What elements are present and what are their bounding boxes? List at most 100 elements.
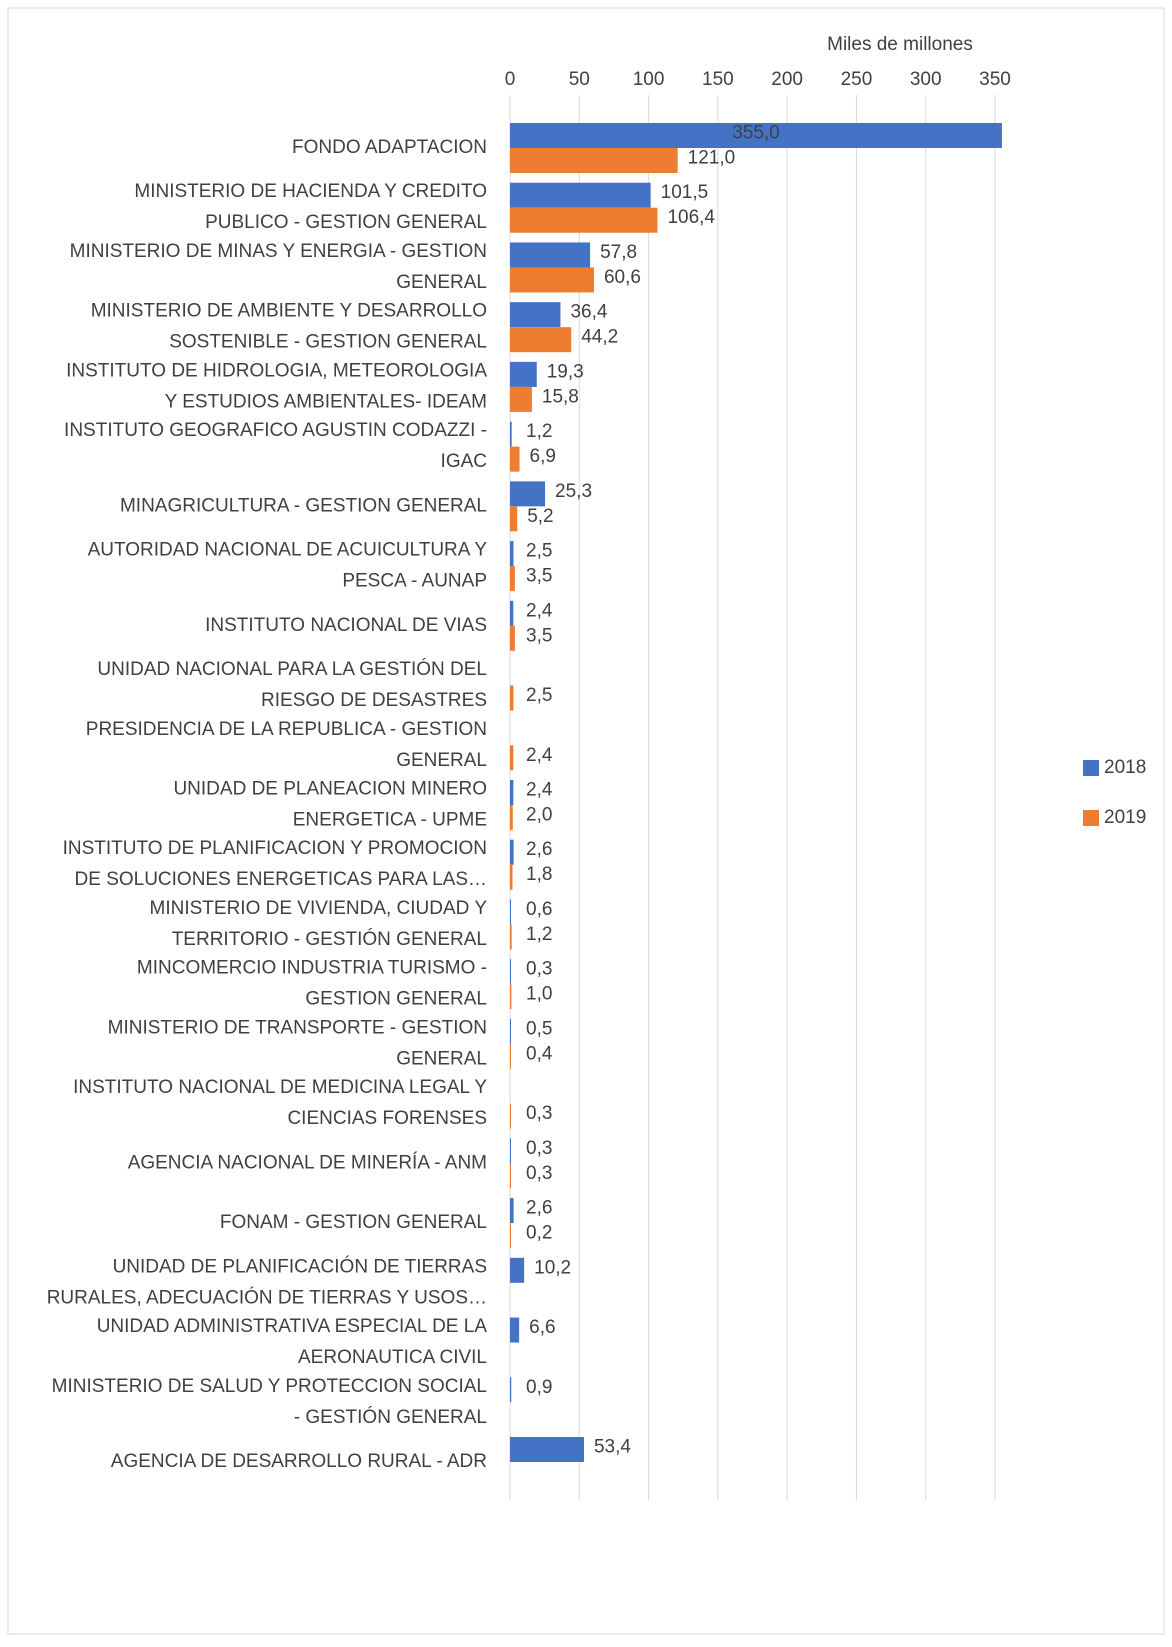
bar: [510, 182, 651, 208]
category-label: MINISTERIO DE MINAS Y ENERGIA - GESTION G…: [70, 241, 487, 293]
category-label: MINAGRICULTURA - GESTION GENERAL: [120, 495, 487, 516]
bar: [510, 839, 514, 865]
x-tick-label: 300: [910, 69, 942, 90]
category-label-line: INSTITUTO NACIONAL DE VIAS: [205, 615, 487, 636]
category-label-line: GENERAL: [396, 1048, 487, 1069]
bar: [510, 481, 546, 507]
legend-label: 2018: [1104, 757, 1146, 778]
category-label-line: UNIDAD ADMINISTRATIVA ESPECIAL DE LA: [97, 1316, 488, 1337]
category-label-line: UNIDAD DE PLANEACION MINERO: [173, 779, 487, 800]
category-label-line: PUBLICO - GESTION GENERAL: [205, 212, 487, 233]
bar: [510, 386, 532, 412]
value-label: 2,0: [526, 805, 552, 826]
category-label-line: PESCA - AUNAP: [342, 571, 487, 592]
category-label: UNIDAD DE PLANEACION MINERO ENERGETICA - …: [173, 779, 487, 831]
bar: [510, 899, 511, 925]
bar: [510, 1257, 525, 1283]
bar: [510, 361, 537, 387]
bar: [510, 1223, 511, 1249]
value-label: 3,5: [526, 625, 552, 646]
value-label: 121,0: [688, 148, 736, 169]
bar: [510, 600, 514, 626]
value-label: 101,5: [661, 182, 709, 203]
category-label-line: AUTORIDAD NACIONAL DE ACUICULTURA Y: [88, 540, 488, 561]
x-tick-label: 200: [771, 69, 803, 90]
category-label-line: INSTITUTO GEOGRAFICO AGUSTIN CODAZZI -: [64, 420, 487, 441]
value-label: 1,2: [526, 924, 552, 945]
category-label-line: INSTITUTO DE PLANIFICACION Y PROMOCION: [63, 838, 487, 859]
category-label-line: PRESIDENCIA DE LA REPUBLICA - GESTION: [86, 719, 487, 740]
x-tick-label: 350: [979, 69, 1011, 90]
category-label-line: INSTITUTO DE HIDROLOGIA, METEOROLOGIA: [66, 360, 487, 381]
category-label: MINCOMERCIO INDUSTRIA TURISMO - GESTION G…: [137, 958, 487, 1010]
value-label: 10,2: [534, 1257, 571, 1278]
bar: [510, 984, 512, 1010]
value-label: 1,0: [526, 984, 552, 1005]
value-label: 355,0: [732, 123, 780, 144]
bar: [510, 780, 514, 805]
bar: [510, 1377, 512, 1403]
value-label: 6,6: [529, 1317, 555, 1338]
category-label: INSTITUTO NACIONAL DE MEDICINA LEGAL Y CI…: [73, 1077, 487, 1129]
category-label: MINISTERIO DE AMBIENTE Y DESARROLLO SOSTE…: [91, 301, 487, 353]
category-label: MINISTERIO DE HACIENDA Y CREDITO PUBLICO …: [134, 181, 487, 233]
value-label: 0,3: [526, 1138, 552, 1159]
value-label: 2,6: [526, 839, 552, 860]
bar: [510, 446, 520, 472]
value-label: 5,2: [527, 506, 553, 527]
bar: [510, 685, 514, 711]
category-label-line: GENERAL: [396, 272, 487, 293]
bar: [510, 506, 518, 532]
category-label-line: Y ESTUDIOS AMBIENTALES- IDEAM: [165, 391, 487, 412]
category-label-line: MINCOMERCIO INDUSTRIA TURISMO -: [137, 958, 487, 979]
value-label: 0,3: [526, 1163, 552, 1184]
category-label-line: MINISTERIO DE VIVIENDA, CIUDAD Y: [150, 898, 488, 919]
bar: [510, 745, 514, 771]
value-label: 0,3: [526, 1103, 552, 1124]
value-label: 2,4: [526, 600, 553, 621]
x-tick-label: 0: [505, 69, 516, 90]
legend-label: 2019: [1104, 807, 1146, 828]
value-label: 1,8: [526, 864, 552, 885]
category-label-line: FONAM - GESTION GENERAL: [220, 1212, 487, 1233]
value-label: 19,3: [547, 361, 584, 382]
value-label: 0,4: [526, 1043, 553, 1064]
axis-title: Miles de millones: [827, 34, 973, 55]
value-label: 57,8: [600, 242, 637, 263]
bar: [510, 267, 594, 293]
value-label: 106,4: [667, 207, 715, 228]
value-label: 6,9: [530, 446, 556, 467]
category-label-line: ENERGETICA - UPME: [293, 810, 487, 831]
bar: [510, 924, 512, 950]
bar: [510, 566, 515, 592]
category-label: INSTITUTO GEOGRAFICO AGUSTIN CODAZZI - IG…: [64, 420, 487, 472]
category-label-line: MINISTERIO DE AMBIENTE Y DESARROLLO: [91, 301, 487, 322]
bar: [510, 1317, 520, 1343]
category-label-line: IGAC: [441, 451, 487, 472]
category-label-line: AGENCIA DE DESARROLLO RURAL - ADR: [111, 1451, 487, 1472]
value-label: 0,5: [526, 1018, 552, 1039]
category-label: FONAM - GESTION GENERAL: [220, 1212, 487, 1233]
value-label: 0,2: [526, 1223, 552, 1244]
bar: [510, 302, 561, 328]
value-label: 2,4: [526, 780, 553, 801]
value-label: 60,6: [604, 267, 641, 288]
x-tick-label: 50: [569, 69, 590, 90]
category-label-line: UNIDAD NACIONAL PARA LA GESTIÓN DEL: [97, 658, 487, 680]
category-label-line: AGENCIA NACIONAL DE MINERÍA - ANM: [128, 1152, 487, 1173]
category-label-line: MINISTERIO DE MINAS Y ENERGIA - GESTION: [70, 241, 487, 262]
category-label: MINISTERIO DE VIVIENDA, CIUDAD Y TERRITOR…: [150, 898, 488, 950]
category-label-line: MINISTERIO DE HACIENDA Y CREDITO: [134, 181, 487, 202]
bar: [510, 242, 591, 268]
bar: [510, 1018, 511, 1044]
category-label-line: MINISTERIO DE SALUD Y PROTECCION SOCIAL: [52, 1376, 487, 1397]
category-label: INSTITUTO DE PLANIFICACION Y PROMOCION DE…: [63, 838, 487, 890]
category-label-line: INSTITUTO NACIONAL DE MEDICINA LEGAL Y: [73, 1077, 487, 1098]
category-label: AUTORIDAD NACIONAL DE ACUICULTURA Y PESCA…: [88, 540, 488, 592]
bar: [510, 1043, 511, 1069]
value-label: 0,3: [526, 959, 552, 980]
bar: [510, 959, 511, 985]
value-label: 2,5: [526, 685, 552, 706]
category-label: UNIDAD DE PLANIFICACIÓN DE TIERRAS RURALE…: [47, 1255, 487, 1308]
